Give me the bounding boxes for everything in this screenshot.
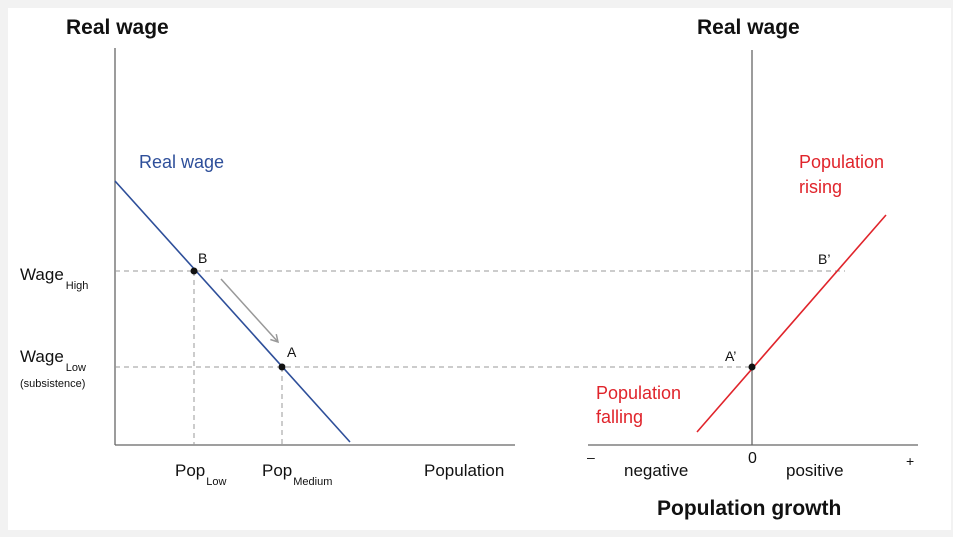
left-y-axis-title: Real wage <box>66 16 169 39</box>
point-a <box>278 363 286 371</box>
point-b <box>190 267 198 275</box>
population-rising-label-2: rising <box>799 177 842 197</box>
point-a-prime <box>748 363 756 371</box>
left-panel: Real wage Real wage B A WageHigh WageLow… <box>20 16 845 488</box>
point-b-label: B <box>198 250 207 266</box>
population-falling-label-2: falling <box>596 407 643 427</box>
right-panel: Real wage Population rising Population f… <box>587 16 918 520</box>
right-y-axis-title: Real wage <box>697 16 800 39</box>
positive-label: positive <box>786 461 844 480</box>
plus-sign: + <box>906 453 914 469</box>
negative-label: negative <box>624 461 688 480</box>
diagram-background <box>8 8 951 530</box>
minus-sign: – <box>587 449 595 465</box>
zero-label: 0 <box>748 450 757 467</box>
point-a-label: A <box>287 344 297 360</box>
population-axis-label: Population <box>424 461 504 480</box>
population-growth-axis-title: Population growth <box>657 497 841 520</box>
wage-high-label: WageHigh <box>20 265 88 292</box>
movement-arrow <box>220 278 280 344</box>
population-falling-label-1: Population <box>596 383 681 403</box>
point-a-prime-label: A’ <box>725 348 736 364</box>
population-growth-line <box>696 214 887 433</box>
subsistence-note: (subsistence) <box>20 378 85 390</box>
population-rising-label-1: Population <box>799 152 884 172</box>
pop-low-label: PopLow <box>175 461 226 488</box>
point-b-prime-label: B’ <box>818 251 830 267</box>
pop-medium-label: PopMedium <box>262 461 332 488</box>
real-wage-curve <box>114 180 351 443</box>
real-wage-curve-label: Real wage <box>139 152 224 172</box>
wage-low-label: WageLow <box>20 347 86 374</box>
